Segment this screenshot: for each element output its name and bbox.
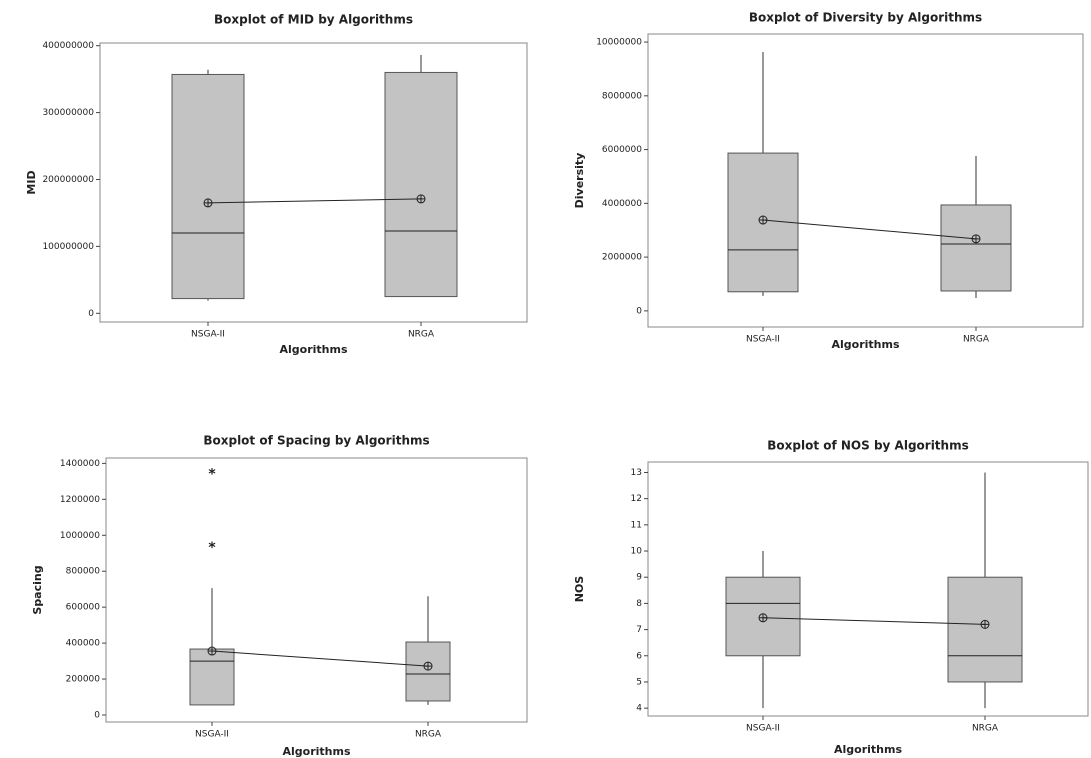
y-tick-label: 600000 bbox=[66, 603, 101, 613]
x-axis-label: Algorithms bbox=[282, 745, 350, 758]
box bbox=[948, 577, 1022, 682]
y-tick-label: 0 bbox=[88, 309, 94, 319]
chart-title: Boxplot of Diversity by Algorithms bbox=[749, 11, 982, 25]
y-tick-label: 11 bbox=[631, 520, 642, 530]
y-tick-label: 200000 bbox=[66, 675, 101, 685]
x-axis-label: Algorithms bbox=[279, 343, 347, 356]
y-tick-label: 1400000 bbox=[60, 459, 100, 469]
plot-frame bbox=[106, 458, 527, 722]
y-tick-label: 13 bbox=[631, 468, 642, 478]
y-tick-label: 5 bbox=[636, 677, 642, 687]
plot-frame bbox=[648, 34, 1083, 327]
x-tick-label: NRGA bbox=[963, 335, 990, 345]
chart-title: Boxplot of NOS by Algorithms bbox=[767, 439, 968, 453]
x-tick-label: NSGA-II bbox=[191, 330, 225, 340]
y-tick-label: 4 bbox=[636, 704, 642, 714]
y-tick-label: 9 bbox=[636, 573, 642, 583]
x-tick-label: NRGA bbox=[415, 730, 442, 740]
y-tick-label: 0 bbox=[94, 710, 100, 720]
x-tick-label: NRGA bbox=[408, 330, 435, 340]
chart-page: Boxplot of MID by Algorithms Algorithms MI… bbox=[0, 0, 1091, 758]
y-axis-label: Spacing bbox=[31, 565, 44, 614]
box bbox=[406, 642, 450, 701]
box bbox=[941, 205, 1011, 291]
chart-title: Boxplot of Spacing by Algorithms bbox=[203, 434, 429, 448]
y-tick-label: 800000 bbox=[66, 567, 101, 577]
y-tick-label: 7 bbox=[636, 625, 642, 635]
y-tick-label: 8 bbox=[636, 599, 642, 609]
y-axis-label: NOS bbox=[573, 576, 586, 603]
y-tick-label: 4000000 bbox=[602, 199, 642, 209]
y-tick-label: 1000000 bbox=[60, 531, 100, 541]
x-tick-label: NSGA-II bbox=[746, 335, 780, 345]
plot-frame bbox=[100, 43, 527, 322]
x-tick-label: NRGA bbox=[972, 724, 999, 734]
y-tick-label: 400000000 bbox=[42, 41, 94, 51]
y-tick-label: 8000000 bbox=[602, 91, 642, 101]
y-tick-label: 1200000 bbox=[60, 495, 100, 505]
x-tick-label: NSGA-II bbox=[195, 730, 229, 740]
y-tick-label: 300000000 bbox=[42, 108, 94, 118]
y-tick-label: 400000 bbox=[66, 639, 101, 649]
y-axis-label: MID bbox=[25, 170, 38, 194]
y-tick-label: 200000000 bbox=[42, 175, 94, 185]
y-tick-label: 12 bbox=[631, 494, 642, 504]
y-tick-label: 0 bbox=[636, 306, 642, 316]
y-tick-label: 6 bbox=[636, 651, 642, 661]
box bbox=[172, 74, 244, 298]
outlier: * bbox=[208, 466, 216, 482]
box bbox=[385, 72, 457, 296]
y-tick-label: 10000000 bbox=[596, 38, 642, 48]
y-tick-label: 6000000 bbox=[602, 145, 642, 155]
outlier: * bbox=[208, 540, 216, 556]
x-axis-label: Algorithms bbox=[834, 743, 902, 756]
y-tick-label: 10 bbox=[631, 547, 643, 557]
y-axis-label: Diversity bbox=[573, 153, 586, 209]
box bbox=[190, 649, 234, 705]
x-axis-label: Algorithms bbox=[831, 338, 899, 351]
chart-title: Boxplot of MID by Algorithms bbox=[214, 13, 413, 27]
y-tick-label: 2000000 bbox=[602, 253, 642, 263]
x-tick-label: NSGA-II bbox=[746, 724, 780, 734]
y-tick-label: 100000000 bbox=[42, 242, 94, 252]
page: Boxplot of MID by Algorithms Algorithms MI… bbox=[0, 0, 1091, 758]
